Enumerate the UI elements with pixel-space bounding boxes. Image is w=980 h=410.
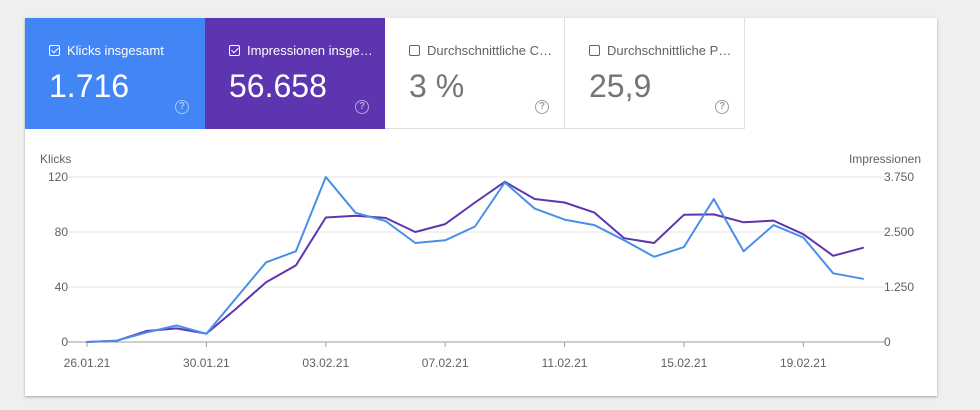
- grid-lines: [67, 176, 885, 343]
- checkbox-icon[interactable]: [49, 45, 60, 56]
- help-icon[interactable]: ?: [175, 100, 189, 114]
- y-left-tick-label: 80: [55, 225, 69, 239]
- checkbox-icon[interactable]: [589, 45, 600, 56]
- metric-tiles: Klicks insgesamt 1.716 ? Impressionen in…: [25, 18, 745, 129]
- performance-card: Klicks insgesamt 1.716 ? Impressionen in…: [25, 18, 937, 396]
- y-left-ticks: 0 40 80 120: [48, 170, 68, 349]
- help-icon[interactable]: ?: [355, 100, 369, 114]
- metric-value: 25,9: [589, 68, 652, 104]
- metric-value: 56.658: [229, 68, 327, 104]
- y-right-tick-label: 1.250: [884, 280, 914, 294]
- metric-value: 1.716: [49, 68, 130, 104]
- x-tick-label: 19.02.21: [780, 356, 827, 370]
- metric-value: 3 %: [409, 68, 465, 104]
- y-right-ticks: 0 1.250 2.500 3.750: [884, 170, 914, 349]
- metric-average-position[interactable]: Durchschnittliche Position 25,9 ?: [565, 18, 745, 129]
- metric-total-clicks[interactable]: Klicks insgesamt 1.716 ?: [25, 18, 205, 129]
- x-ticks: 26.01.21 30.01.21 03.02.21 07.02.21 11.02.21…: [64, 342, 827, 370]
- y-left-axis-label: Klicks: [40, 152, 71, 166]
- x-tick-label: 03.02.21: [302, 356, 349, 370]
- x-tick-label: 26.01.21: [64, 356, 111, 370]
- help-icon[interactable]: ?: [715, 100, 729, 114]
- metric-average-ctr[interactable]: Durchschnittliche CTR 3 % ?: [385, 18, 565, 129]
- y-right-tick-label: 3.750: [884, 170, 914, 184]
- x-tick-label: 30.01.21: [183, 356, 230, 370]
- x-tick-label: 15.02.21: [661, 356, 708, 370]
- y-left-tick-label: 120: [48, 170, 68, 184]
- help-icon[interactable]: ?: [535, 100, 549, 114]
- performance-chart: Klicks Impressionen 0 40 80 120 0 1.250 2.500…: [40, 152, 921, 370]
- series-line-impressionen: [86, 180, 864, 343]
- metric-total-impressions[interactable]: Impressionen insgesamt 56.658 ?: [205, 18, 385, 129]
- y-right-tick-label: 2.500: [884, 225, 914, 239]
- x-tick-label: 07.02.21: [422, 356, 469, 370]
- y-left-tick-label: 40: [55, 280, 69, 294]
- checkbox-icon[interactable]: [229, 45, 240, 56]
- checkbox-icon[interactable]: [409, 45, 420, 56]
- x-tick-label: 11.02.21: [542, 356, 588, 370]
- chart-series: [86, 176, 864, 343]
- y-right-axis-label: Impressionen: [849, 152, 921, 166]
- series-line-klicks: [86, 176, 864, 343]
- y-left-tick-label: 0: [61, 335, 68, 349]
- y-right-tick-label: 0: [884, 335, 891, 349]
